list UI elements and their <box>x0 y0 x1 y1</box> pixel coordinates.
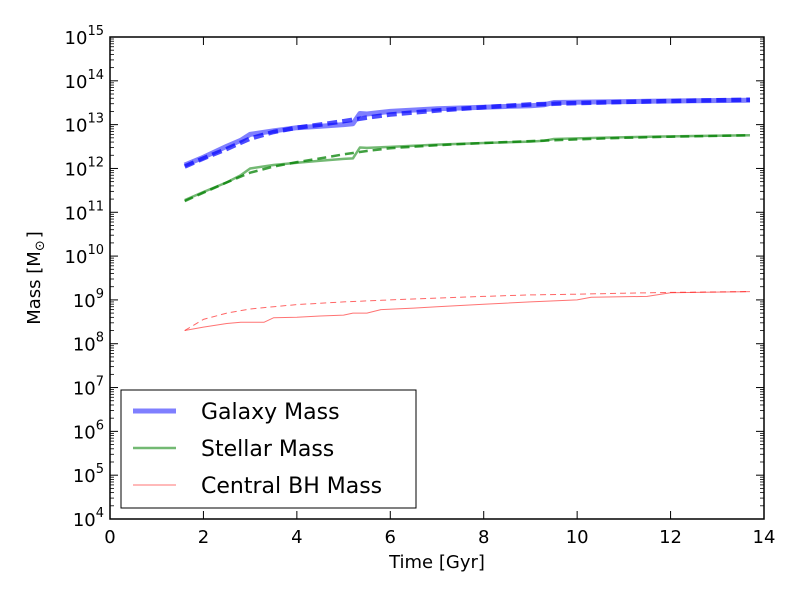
x-tick-label: 14 <box>753 527 776 548</box>
series-line-stellar-mass-dashed <box>184 134 751 203</box>
y-tick-label: 1013 <box>65 112 104 137</box>
y-axis-label: Mass [M⊙] <box>24 231 48 325</box>
legend: Galaxy Mass Stellar Mass Central BH Mass <box>120 389 417 509</box>
y-axis-label-subscript: ⊙ <box>33 240 48 251</box>
series-line-central-bh-mass-dashed <box>184 291 751 331</box>
y-tick-label: 1014 <box>65 68 104 93</box>
x-tick-label: 12 <box>659 527 682 548</box>
legend-items: Galaxy Mass Stellar Mass Central BH Mass <box>133 400 382 499</box>
x-tick-label: 6 <box>385 527 396 548</box>
x-tick-label: 10 <box>566 527 589 548</box>
legend-label: Stellar Mass <box>201 437 334 462</box>
series-line-galaxy-mass-dashed <box>183 97 751 169</box>
y-tick-label: 109 <box>73 287 104 312</box>
x-axis-label: Time [Gyr] <box>388 552 485 573</box>
y-tick-label: 107 <box>73 375 104 400</box>
x-axis: 0 2 4 6 8 10 12 14 <box>104 37 775 548</box>
plot-frame <box>109 36 765 520</box>
y-axis-label-end: ] <box>24 231 45 238</box>
x-tick-label: 8 <box>478 527 489 548</box>
y-tick-label: 1011 <box>65 199 104 224</box>
series-line-galaxy-mass <box>183 97 751 168</box>
x-tick-label: 0 <box>104 527 115 548</box>
legend-label: Galaxy Mass <box>201 400 340 425</box>
y-tick-label: 1012 <box>65 155 104 180</box>
y-tick-label: 105 <box>73 462 104 487</box>
y-tick-label: 1010 <box>65 243 104 268</box>
y-tick-label: 106 <box>73 418 104 443</box>
series-line-central-bh-mass <box>184 291 751 331</box>
y-axis: 104 105 106 107 108 109 1010 1011 1012 1013 1014 10… <box>65 24 764 531</box>
y-tick-label: 108 <box>73 331 104 356</box>
series-group <box>183 97 751 331</box>
y-tick-label: 1015 <box>65 24 104 49</box>
x-tick-label: 2 <box>198 527 209 548</box>
y-axis-label-main: Mass [M <box>24 251 45 325</box>
x-tick-label: 4 <box>291 527 302 548</box>
legend-label: Central BH Mass <box>201 474 382 499</box>
y-tick-label: 104 <box>73 506 104 531</box>
